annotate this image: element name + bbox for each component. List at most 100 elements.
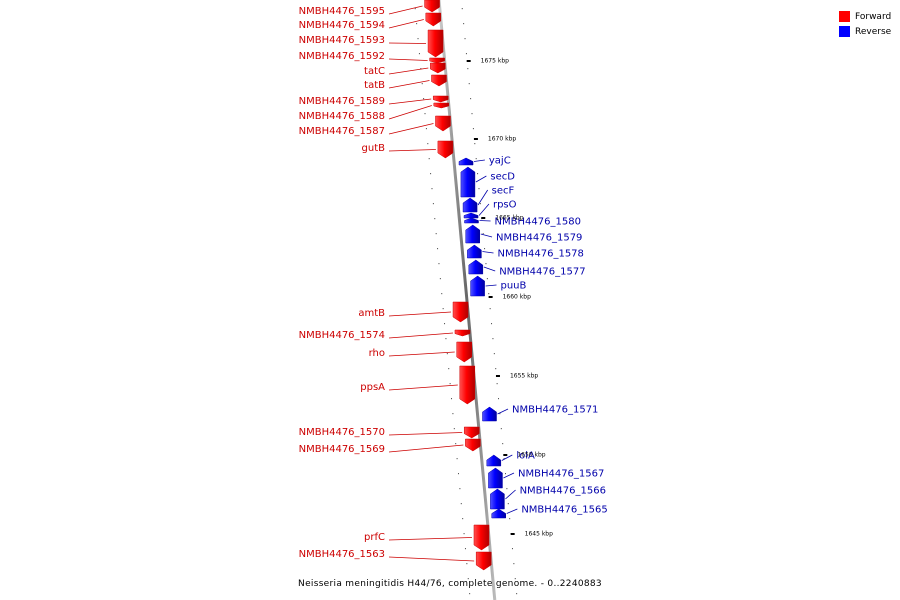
reverse-gene-arrow <box>490 488 505 510</box>
legend: Forward Reverse <box>839 9 891 39</box>
forward-gene-arrow <box>429 57 445 64</box>
minor-tick <box>430 173 432 175</box>
forward-gene-leader <box>388 98 432 105</box>
minor-tick <box>456 458 458 460</box>
minor-tick <box>463 23 465 25</box>
forward-gene-leader <box>388 19 424 29</box>
reverse-gene-arrow <box>486 454 502 467</box>
forward-gene-leader <box>388 332 454 339</box>
minor-tick <box>511 548 513 550</box>
minor-tick <box>449 383 451 385</box>
reverse-gene-label: secD <box>490 172 515 183</box>
forward-gene-label: NMBH4476_1563 <box>299 549 385 560</box>
minor-tick <box>446 353 448 355</box>
major-tick <box>510 533 515 535</box>
minor-tick <box>514 578 516 580</box>
minor-tick <box>432 203 434 205</box>
forward-gene-label: NMBH4476_1592 <box>299 51 385 62</box>
forward-gene-leader <box>388 58 428 61</box>
minor-tick <box>485 263 487 265</box>
minor-tick <box>459 488 461 490</box>
forward-gene-arrow <box>463 426 480 439</box>
forward-gene-label: gutB <box>362 143 386 154</box>
reverse-gene-label: NMBH4476_1571 <box>512 405 598 416</box>
reverse-gene-leader <box>475 175 487 183</box>
reverse-gene-arrow <box>462 197 478 213</box>
minor-tick <box>438 263 440 265</box>
forward-gene-leader <box>388 432 463 436</box>
legend-item-forward: Forward <box>839 9 891 24</box>
minor-tick <box>434 218 436 220</box>
reverse-gene-arrow <box>488 467 503 489</box>
minor-tick <box>468 83 470 85</box>
forward-gene-label: amtB <box>358 308 385 319</box>
minor-tick <box>460 503 462 505</box>
reverse-gene-label: NMBH4476_1565 <box>521 505 607 516</box>
minor-tick <box>499 413 501 415</box>
forward-gene-label: prfC <box>364 532 385 543</box>
major-tick <box>495 375 500 377</box>
reverse-gene-leader <box>482 251 494 254</box>
forward-gene-arrow <box>437 140 454 159</box>
scale-label: 1645 kbp <box>525 531 553 538</box>
forward-gene-leader <box>388 123 434 135</box>
minor-tick <box>464 548 466 550</box>
forward-gene-arrow <box>427 29 444 58</box>
minor-tick <box>441 293 443 295</box>
forward-gene-label: NMBH4476_1595 <box>299 6 385 17</box>
minor-tick <box>471 113 473 115</box>
forward-gene-label: NMBH4476_1589 <box>299 96 385 107</box>
minor-tick <box>467 578 469 580</box>
minor-tick <box>455 443 457 445</box>
minor-tick <box>479 203 481 205</box>
minor-tick <box>424 113 426 115</box>
forward-gene-leader <box>388 444 464 453</box>
minor-tick <box>420 68 422 70</box>
reverse-gene-arrow <box>467 244 482 259</box>
minor-tick <box>486 278 488 280</box>
reverse-gene-label: yajC <box>489 156 511 167</box>
reverse-gene-leader <box>473 159 485 162</box>
reverse-gene-label: lolA <box>516 451 535 462</box>
forward-gene-leader <box>388 556 475 562</box>
minor-tick <box>516 593 518 595</box>
forward-gene-leader <box>388 42 427 44</box>
minor-tick <box>464 38 466 40</box>
minor-tick <box>498 398 500 400</box>
reverse-gene-label: NMBH4476_1566 <box>520 486 606 497</box>
major-tick <box>481 217 486 219</box>
minor-tick <box>444 323 446 325</box>
minor-tick <box>488 293 490 295</box>
minor-tick <box>439 278 441 280</box>
forward-gene-arrow <box>425 12 442 27</box>
genome-backbone <box>437 0 497 600</box>
forward-gene-label: NMBH4476_1587 <box>299 126 385 137</box>
scale-label: 1650 kbp <box>517 452 545 459</box>
forward-gene-label: ppsA <box>360 382 385 393</box>
minor-tick <box>502 443 504 445</box>
minor-tick <box>417 38 419 40</box>
scale-label: 1660 kbp <box>503 294 531 301</box>
reverse-gene-label: NMBH4476_1578 <box>498 249 584 260</box>
forward-gene-arrow <box>475 551 492 571</box>
minor-tick <box>503 458 505 460</box>
reverse-gene-leader <box>478 203 490 216</box>
reverse-gene-arrow <box>468 259 484 275</box>
minor-tick <box>425 128 427 130</box>
minor-tick <box>463 533 465 535</box>
reverse-gene-leader <box>506 508 518 514</box>
minor-tick <box>509 518 511 520</box>
forward-gene-label: NMBH4476_1569 <box>299 444 385 455</box>
reverse-gene-arrow <box>491 508 507 519</box>
forward-gene-leader <box>388 105 432 120</box>
reverse-gene-label: puuB <box>501 281 527 292</box>
minor-tick <box>466 563 468 565</box>
forward-gene-label: NMBH4476_1593 <box>299 35 385 46</box>
minor-tick <box>504 473 506 475</box>
reverse-gene-arrow <box>463 212 479 219</box>
forward-gene-arrow <box>433 102 450 109</box>
forward-gene-label: NMBH4476_1570 <box>299 427 385 438</box>
reverse-gene-leader <box>483 266 496 272</box>
reverse-gene-arrow <box>470 275 485 297</box>
